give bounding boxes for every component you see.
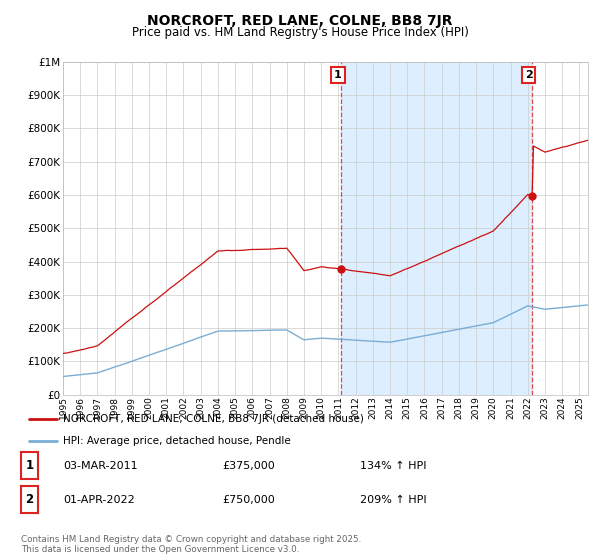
Text: Price paid vs. HM Land Registry's House Price Index (HPI): Price paid vs. HM Land Registry's House …: [131, 26, 469, 39]
Text: 1: 1: [25, 459, 34, 473]
Text: £750,000: £750,000: [222, 494, 275, 505]
Text: 209% ↑ HPI: 209% ↑ HPI: [360, 494, 427, 505]
Text: 03-MAR-2011: 03-MAR-2011: [63, 461, 137, 471]
Text: 2: 2: [25, 493, 34, 506]
Text: 1: 1: [334, 70, 342, 80]
Text: Contains HM Land Registry data © Crown copyright and database right 2025.
This d: Contains HM Land Registry data © Crown c…: [21, 535, 361, 554]
Text: HPI: Average price, detached house, Pendle: HPI: Average price, detached house, Pend…: [63, 436, 291, 446]
Text: 134% ↑ HPI: 134% ↑ HPI: [360, 461, 427, 471]
Text: NORCROFT, RED LANE, COLNE, BB8 7JR: NORCROFT, RED LANE, COLNE, BB8 7JR: [147, 14, 453, 28]
Bar: [341, 62, 532, 395]
Text: £375,000: £375,000: [222, 461, 275, 471]
Text: 01-APR-2022: 01-APR-2022: [63, 494, 135, 505]
Text: NORCROFT, RED LANE, COLNE, BB8 7JR (detached house): NORCROFT, RED LANE, COLNE, BB8 7JR (deta…: [63, 414, 364, 424]
Text: 2: 2: [525, 70, 532, 80]
